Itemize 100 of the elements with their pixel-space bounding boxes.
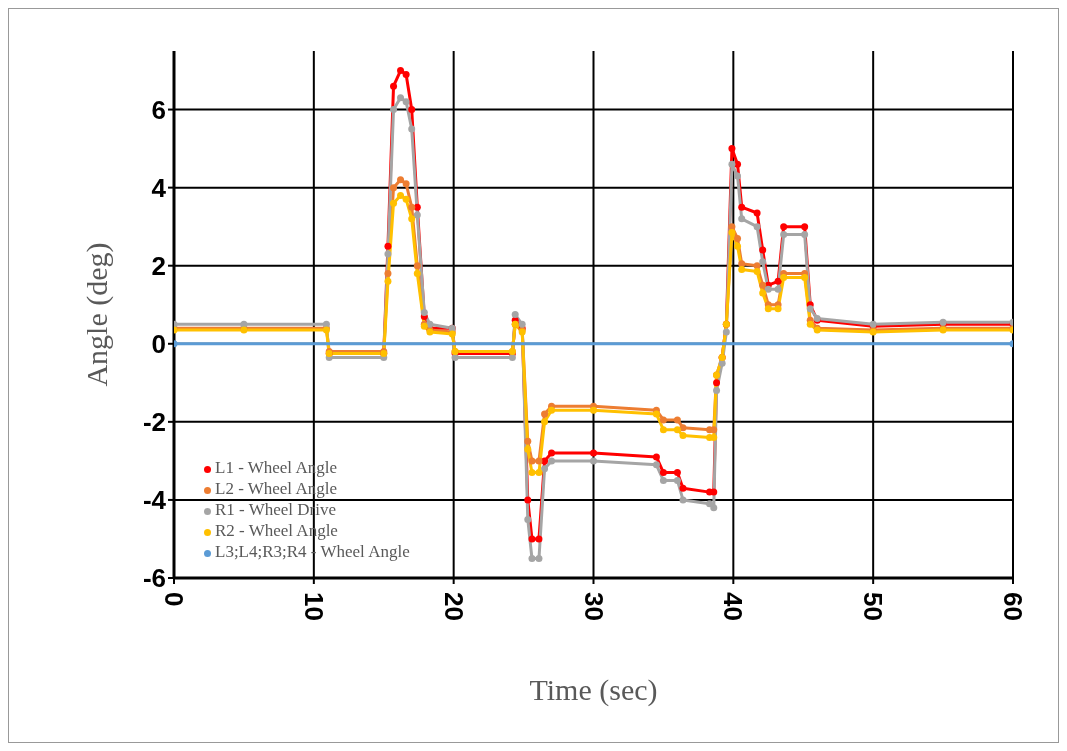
- point: [728, 145, 736, 153]
- point: [734, 160, 742, 168]
- point: [759, 289, 767, 297]
- point: [524, 437, 532, 445]
- point: [652, 410, 660, 418]
- point: [384, 250, 392, 258]
- y-tick-label: -2: [142, 407, 166, 438]
- point: [673, 469, 681, 477]
- point: [408, 203, 416, 211]
- point: [413, 211, 421, 219]
- y-tick-label: -6: [142, 563, 166, 594]
- x-tick-label: 50: [858, 592, 889, 621]
- point: [397, 94, 405, 102]
- point: [402, 195, 410, 203]
- point: [408, 215, 416, 223]
- point: [408, 106, 416, 114]
- point: [759, 246, 767, 254]
- y-tick-label: 4: [151, 172, 167, 203]
- point: [728, 229, 736, 237]
- point: [764, 305, 772, 313]
- point: [535, 469, 543, 477]
- point: [528, 554, 536, 562]
- point: [413, 270, 421, 278]
- point: [384, 242, 392, 250]
- y-tick-label: -4: [142, 485, 167, 516]
- point: [713, 387, 721, 395]
- point: [710, 504, 718, 512]
- point: [518, 320, 526, 328]
- point: [713, 379, 721, 387]
- point: [390, 82, 398, 90]
- point: [397, 176, 405, 184]
- point: [738, 266, 746, 274]
- point: [780, 223, 788, 231]
- point: [390, 199, 398, 207]
- point: [679, 432, 687, 440]
- point: [734, 234, 742, 242]
- x-tick-label: 30: [578, 592, 609, 621]
- point: [397, 191, 405, 199]
- point: [528, 457, 536, 465]
- point: [524, 496, 532, 504]
- point: [718, 359, 726, 367]
- point: [738, 203, 746, 211]
- point: [240, 320, 248, 328]
- point: [659, 426, 667, 434]
- point: [397, 67, 405, 75]
- point: [548, 449, 556, 457]
- point: [390, 184, 398, 192]
- point: [738, 260, 746, 268]
- point: [535, 535, 543, 543]
- point: [759, 258, 767, 266]
- x-tick-label: 10: [298, 592, 329, 621]
- point: [541, 457, 549, 465]
- point: [659, 476, 667, 484]
- y-axis-title: Angle (deg): [79, 242, 114, 387]
- x-axis-title: Time (sec): [529, 673, 658, 707]
- point: [535, 457, 543, 465]
- point: [528, 535, 536, 543]
- point: [413, 262, 421, 270]
- point: [402, 98, 410, 106]
- point: [722, 328, 730, 336]
- point: [710, 426, 718, 434]
- point: [679, 484, 687, 492]
- point: [710, 433, 718, 441]
- point: [753, 209, 761, 217]
- point: [780, 273, 788, 281]
- point: [780, 230, 788, 238]
- point: [734, 172, 742, 180]
- point: [659, 416, 667, 424]
- point: [728, 223, 736, 231]
- point: [753, 268, 761, 276]
- y-tick-label: 0: [151, 329, 166, 360]
- point: [728, 160, 736, 168]
- point: [548, 457, 556, 465]
- x-tick-label: 60: [998, 592, 1028, 621]
- point: [764, 285, 772, 293]
- point: [541, 465, 549, 473]
- x-tick-label: 20: [438, 592, 469, 621]
- point: [322, 320, 330, 328]
- point: [652, 453, 660, 461]
- point: [548, 406, 556, 414]
- x-tick-label: 40: [718, 592, 749, 621]
- point: [659, 469, 667, 477]
- point: [590, 406, 597, 414]
- point: [511, 311, 519, 318]
- legend-label: L3;L4;R3;R4 - Wheel Angle: [215, 542, 410, 561]
- point: [774, 305, 782, 313]
- point: [801, 223, 809, 231]
- point: [413, 203, 421, 211]
- point: [673, 416, 681, 424]
- point: [806, 305, 814, 313]
- point: [673, 426, 681, 434]
- point: [408, 125, 416, 133]
- point: [679, 496, 687, 504]
- point: [590, 449, 597, 457]
- point: [738, 215, 746, 223]
- point: [652, 461, 660, 469]
- point: [801, 273, 809, 281]
- point: [710, 488, 718, 496]
- point: [390, 106, 398, 114]
- point: [774, 277, 782, 285]
